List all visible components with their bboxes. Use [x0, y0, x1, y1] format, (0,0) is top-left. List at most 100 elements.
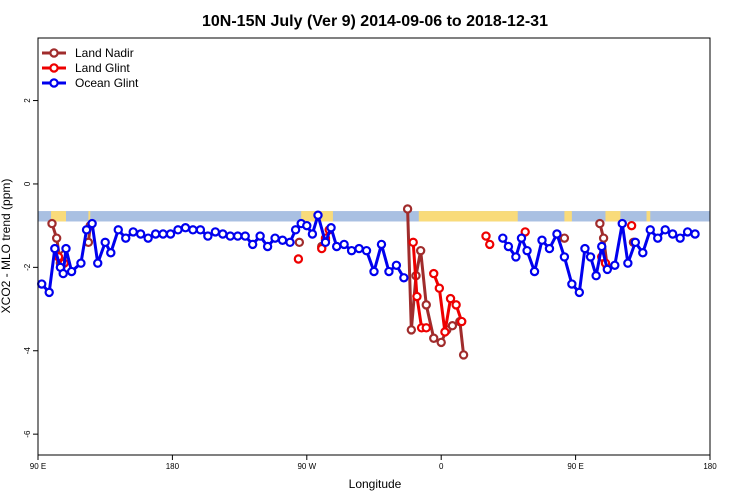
point-land-nadir: [51, 233, 62, 243]
point-ocean-glint: [302, 220, 312, 231]
y-axis-label: XCO2 - MLO trend (ppm): [0, 179, 13, 314]
y-tick-label: -6: [23, 430, 32, 438]
point-ocean-glint: [602, 264, 613, 275]
point-ocean-glint: [255, 231, 265, 241]
point-land-nadir: [447, 321, 458, 331]
point-ocean-glint: [585, 252, 596, 262]
land-band-1: [88, 211, 91, 222]
point-ocean-glint: [653, 233, 663, 243]
point-ocean-glint: [262, 241, 273, 252]
point-ocean-glint: [158, 229, 168, 239]
point-land-nadir: [559, 233, 570, 243]
point-ocean-glint: [76, 258, 86, 268]
point-land-glint: [412, 291, 422, 302]
plot-frame: [37, 37, 711, 456]
point-ocean-glint: [87, 218, 97, 229]
point-ocean-glint: [81, 225, 92, 235]
x-tick-label: 180: [166, 462, 180, 471]
point-ocean-glint: [143, 233, 153, 243]
point-land-glint: [440, 327, 450, 337]
point-ocean-glint: [50, 243, 60, 254]
point-land-nadir: [595, 218, 605, 229]
point-land-glint: [421, 323, 431, 333]
point-ocean-glint: [574, 287, 585, 298]
land-band-5: [605, 211, 621, 222]
series-land-nadir: [47, 204, 639, 360]
series-layer: [37, 204, 700, 360]
x-axis: 90 E 180 90 W 0 90 E 180: [30, 455, 717, 471]
point-land-nadir: [47, 218, 57, 229]
point-land-nadir: [415, 245, 426, 256]
y-tick-label: 2: [23, 98, 32, 103]
legend-label: Ocean Glint: [75, 76, 139, 90]
point-land-nadir: [429, 333, 439, 343]
point-ocean-glint: [233, 231, 243, 241]
point-ocean-glint: [203, 231, 213, 241]
point-ocean-glint: [610, 260, 620, 270]
legend-marker: [49, 48, 59, 58]
point-land-nadir: [598, 233, 609, 243]
point-ocean-glint: [285, 237, 295, 248]
land-band-3: [418, 211, 518, 222]
point-ocean-glint: [667, 229, 678, 239]
point-land-nadir: [458, 350, 469, 360]
legend-label: Land Nadir: [75, 46, 134, 60]
point-ocean-glint: [597, 241, 607, 252]
point-ocean-glint: [195, 225, 206, 235]
ocean-band: [38, 211, 710, 222]
point-ocean-glint: [339, 239, 349, 250]
point-ocean-glint: [320, 237, 331, 248]
point-ocean-glint: [313, 210, 323, 220]
point-land-glint: [445, 293, 456, 304]
point-ocean-glint: [128, 227, 138, 237]
point-ocean-glint: [567, 279, 577, 289]
y-tick-label: -4: [23, 347, 32, 355]
x-tick-label: 0: [439, 462, 444, 471]
point-ocean-glint: [399, 273, 409, 283]
point-ocean-glint: [113, 225, 123, 235]
series-land-glint: [53, 220, 637, 337]
point-ocean-glint: [690, 229, 700, 239]
legend-marker: [49, 63, 59, 73]
point-land-glint: [481, 231, 491, 241]
y-axis: 2 0 -2 -4 -6: [23, 98, 38, 438]
legend-label: Land Glint: [75, 61, 130, 75]
chart-title: 10N-15N July (Ver 9) 2014-09-06 to 2018-…: [202, 13, 548, 30]
point-land-glint: [451, 300, 461, 310]
point-ocean-glint: [552, 229, 562, 239]
series-ocean-glint: [37, 210, 700, 298]
point-land-glint: [429, 268, 439, 279]
point-ocean-glint: [173, 225, 183, 235]
point-ocean-glint: [58, 268, 68, 279]
point-ocean-glint: [66, 266, 77, 277]
x-tick-label: 90 E: [567, 462, 583, 471]
point-ocean-glint: [218, 229, 228, 239]
point-land-nadir: [294, 237, 305, 248]
point-ocean-glint: [630, 237, 641, 248]
legend-item-ocean-glint: Ocean Glint: [42, 76, 139, 90]
point-ocean-glint: [44, 287, 54, 298]
point-land-glint: [434, 283, 445, 293]
point-ocean-glint: [93, 258, 103, 268]
land-band-6: [646, 211, 651, 222]
y-tick-label: 0: [23, 181, 32, 186]
point-ocean-glint: [623, 258, 633, 268]
point-land-nadir: [406, 325, 417, 335]
point-ocean-glint: [361, 245, 372, 256]
point-ocean-glint: [580, 243, 590, 254]
point-ocean-glint: [384, 266, 394, 277]
point-ocean-glint: [290, 225, 301, 235]
x-tick-label: 90 E: [30, 462, 46, 471]
point-ocean-glint: [537, 235, 547, 245]
point-ocean-glint: [121, 233, 131, 243]
x-tick-label: 180: [703, 462, 717, 471]
legend-item-land-nadir: Land Nadir: [42, 46, 134, 60]
point-ocean-glint: [240, 231, 250, 241]
point-land-nadir: [436, 337, 446, 348]
point-ocean-glint: [675, 233, 685, 243]
point-land-glint: [408, 237, 418, 248]
legend-marker: [49, 78, 59, 88]
point-ocean-glint: [270, 233, 280, 243]
x-axis-label: Longitude: [349, 477, 402, 491]
